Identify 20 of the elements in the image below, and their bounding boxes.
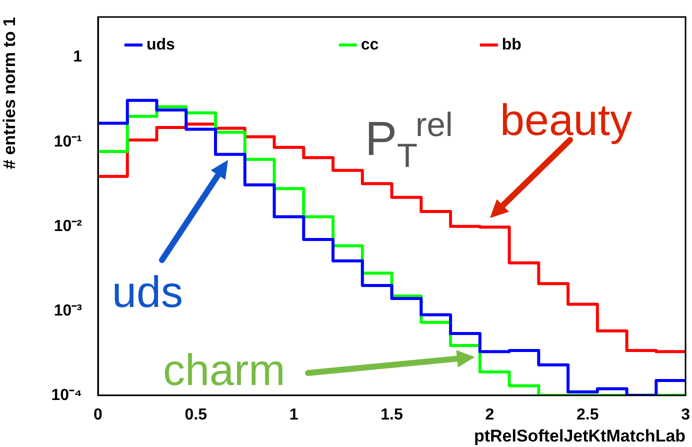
x-tick-label: 2.5 [576, 406, 599, 424]
y-tick-label: 1 [73, 48, 82, 66]
annotation: uds [112, 268, 183, 317]
annotation: beauty [500, 96, 632, 145]
x-tick-label: 3 [681, 406, 690, 424]
legend-label: uds [146, 36, 175, 54]
y-tick-label: 10⁻⁴ [51, 386, 82, 404]
y-tick-label: 10⁻² [54, 218, 82, 235]
x-axis-title: ptRelSoftelJetKtMatchLab [474, 426, 686, 446]
y-tick-label: 10⁻¹ [54, 133, 82, 150]
x-tick-label: 0.5 [184, 406, 208, 424]
x-tick-label: 0 [94, 406, 103, 424]
x-tick-label: 1.5 [380, 406, 403, 424]
x-tick-label: 2 [485, 406, 494, 424]
legend-label: cc [360, 36, 379, 54]
y-axis-title: # entries norm to 1 [0, 17, 19, 170]
annotation: charm [163, 346, 286, 395]
x-tick-label: 1 [289, 406, 298, 424]
y-tick-label: 10⁻³ [54, 302, 82, 320]
legend-label: bb [502, 36, 522, 54]
